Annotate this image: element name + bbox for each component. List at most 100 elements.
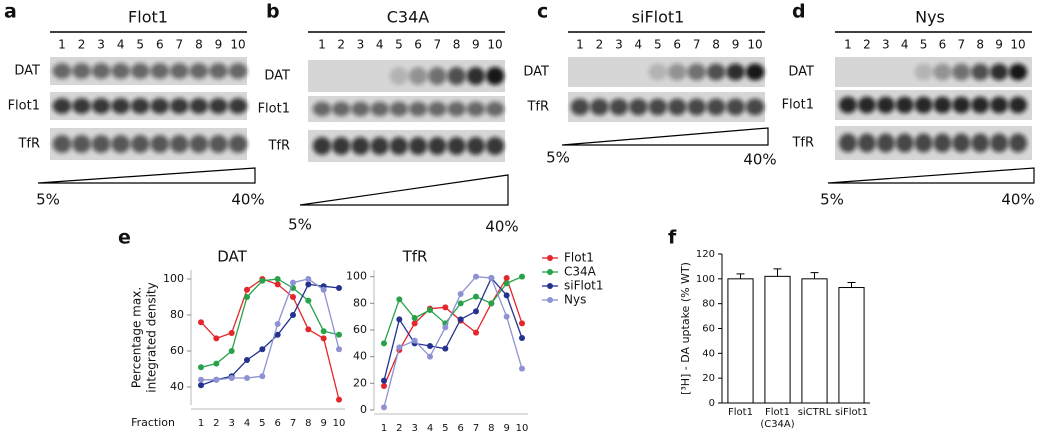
band xyxy=(726,98,745,116)
band xyxy=(351,137,370,155)
data-point xyxy=(244,357,250,363)
data-point xyxy=(213,360,220,367)
band xyxy=(447,67,466,85)
series-line xyxy=(383,276,523,387)
lane-number: 5 xyxy=(395,38,403,52)
y-tick-label: 80 xyxy=(170,308,184,321)
lane-number: 8 xyxy=(712,38,720,52)
data-point xyxy=(411,320,418,327)
x-tick-label: 6 xyxy=(457,423,463,434)
row-label: Flot1 xyxy=(258,102,290,117)
lane-number: 6 xyxy=(156,38,164,52)
data-point xyxy=(305,281,312,288)
band xyxy=(838,96,858,114)
data-point xyxy=(259,373,266,380)
y-tick-label: 80 xyxy=(702,299,715,310)
data-point xyxy=(228,348,235,354)
band xyxy=(312,137,332,155)
lane-number: 6 xyxy=(673,38,681,52)
gradient-start: 5% xyxy=(546,149,570,167)
band xyxy=(228,135,248,153)
band xyxy=(857,96,876,114)
bar xyxy=(838,287,865,404)
series-line xyxy=(383,276,523,344)
gradient-end: 40% xyxy=(485,218,518,236)
lane-number: 7 xyxy=(434,38,442,52)
x-tick-label: 10 xyxy=(333,418,346,429)
data-point xyxy=(320,335,327,342)
band xyxy=(169,63,189,79)
lane-number: 5 xyxy=(920,38,928,52)
x-tick-box: Flot1 (C34A) xyxy=(760,407,794,430)
lane-number: 3 xyxy=(97,38,105,52)
lane-number: 2 xyxy=(863,38,871,52)
lane-number: 1 xyxy=(576,38,584,52)
series-line xyxy=(201,278,340,381)
data-point xyxy=(290,294,296,300)
data-point xyxy=(503,313,510,320)
gradient-wedge xyxy=(299,174,509,206)
x-tick-label: 4 xyxy=(244,418,250,429)
band xyxy=(447,137,466,155)
lane-number: 6 xyxy=(414,38,422,52)
data-point xyxy=(198,319,204,326)
data-point xyxy=(381,404,387,411)
band xyxy=(466,67,486,85)
series-line xyxy=(383,275,523,408)
y-tick-label: 80 xyxy=(353,296,367,309)
series-line xyxy=(200,283,340,386)
data-point xyxy=(519,335,525,341)
lane-number: 5 xyxy=(136,38,144,52)
data-point xyxy=(488,275,495,281)
band xyxy=(228,63,248,79)
band xyxy=(990,133,1009,153)
band xyxy=(706,98,726,116)
data-point xyxy=(244,286,250,293)
panel-letter: a xyxy=(4,1,17,23)
band xyxy=(1008,96,1028,114)
band xyxy=(408,67,428,85)
band xyxy=(687,98,707,116)
band xyxy=(52,98,72,114)
band xyxy=(648,63,668,81)
x-tick-label: 3 xyxy=(411,423,417,434)
lane-number: 8 xyxy=(976,38,984,52)
y-tick-label: 40 xyxy=(702,348,715,359)
error-bar xyxy=(847,282,856,288)
data-point xyxy=(503,275,510,281)
x-tick-label: 10 xyxy=(516,423,529,434)
lane-number: 10 xyxy=(230,38,245,52)
band xyxy=(351,101,370,117)
band xyxy=(428,137,447,155)
band xyxy=(914,96,933,114)
data-point xyxy=(488,300,495,307)
band xyxy=(408,137,428,155)
x-tick-label: 9 xyxy=(503,423,509,434)
y-label: Percentage max. xyxy=(130,287,144,388)
x-tick-label: 8 xyxy=(488,423,494,434)
legend-dot xyxy=(547,283,553,289)
band xyxy=(111,135,131,153)
series-line xyxy=(200,278,340,368)
row-label: TfR xyxy=(17,137,40,152)
band xyxy=(130,98,150,114)
band xyxy=(745,63,765,81)
data-point xyxy=(259,346,266,353)
band xyxy=(857,133,876,153)
x-tick-label: 2 xyxy=(213,418,219,429)
data-point xyxy=(473,273,479,280)
legend-dot xyxy=(547,269,553,275)
lane-number: 10 xyxy=(487,38,502,52)
data-point xyxy=(427,353,433,360)
y-tick-label: 60 xyxy=(170,344,184,357)
band xyxy=(1008,133,1028,153)
gradient-end: 40% xyxy=(231,191,264,209)
lane-number: 3 xyxy=(615,38,623,52)
legend-label: C34A xyxy=(564,265,597,279)
lane-number: 7 xyxy=(176,38,184,52)
band xyxy=(91,135,111,153)
band xyxy=(895,133,914,153)
blot-title: C34A xyxy=(387,8,430,27)
lane-number: 2 xyxy=(78,38,86,52)
data-point xyxy=(396,296,403,303)
